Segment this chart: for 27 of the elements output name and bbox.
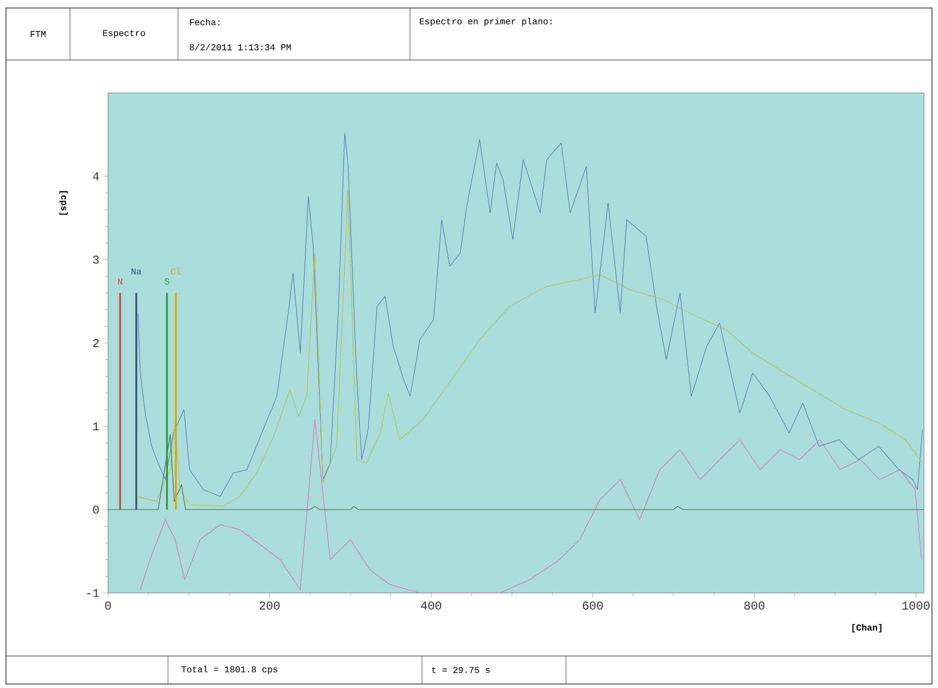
x-tick-label: 600: [582, 601, 603, 610]
text: Cl: [170, 268, 181, 275]
y-tick-label: -1: [87, 589, 99, 597]
text: Espectro en primer plano:: [420, 18, 552, 26]
text: t = 29.75 s: [432, 666, 490, 674]
line-series: [140, 419, 922, 593]
y-tick-label: 0: [93, 506, 99, 514]
x-tick-label: 800: [744, 601, 764, 610]
text: Total = 1801.8 cps: [182, 666, 278, 674]
x-tick-label: 400: [421, 601, 442, 610]
x-tick-label: 200: [260, 601, 280, 610]
y-tick-label: 4: [92, 172, 99, 180]
x-axis-title: [Chan]: [852, 624, 882, 632]
y-tick-label: 2: [93, 338, 99, 347]
x-tick-label: 0: [105, 601, 111, 610]
line-series: [108, 434, 924, 510]
series-label: N: [118, 278, 122, 284]
y-axis-title: [cps]: [59, 191, 68, 215]
y-tick-label: 3: [93, 256, 99, 264]
x-tick-label: 1000: [902, 601, 930, 610]
series-label: S: [164, 278, 170, 284]
text: 8/2/2011 1:13:34 PM: [190, 44, 291, 50]
text: Na: [132, 268, 142, 275]
text: Fecha:: [190, 18, 220, 26]
y-tick-label: 1: [93, 422, 99, 430]
text: FTM: [30, 31, 46, 37]
text: Espectro: [103, 30, 145, 38]
